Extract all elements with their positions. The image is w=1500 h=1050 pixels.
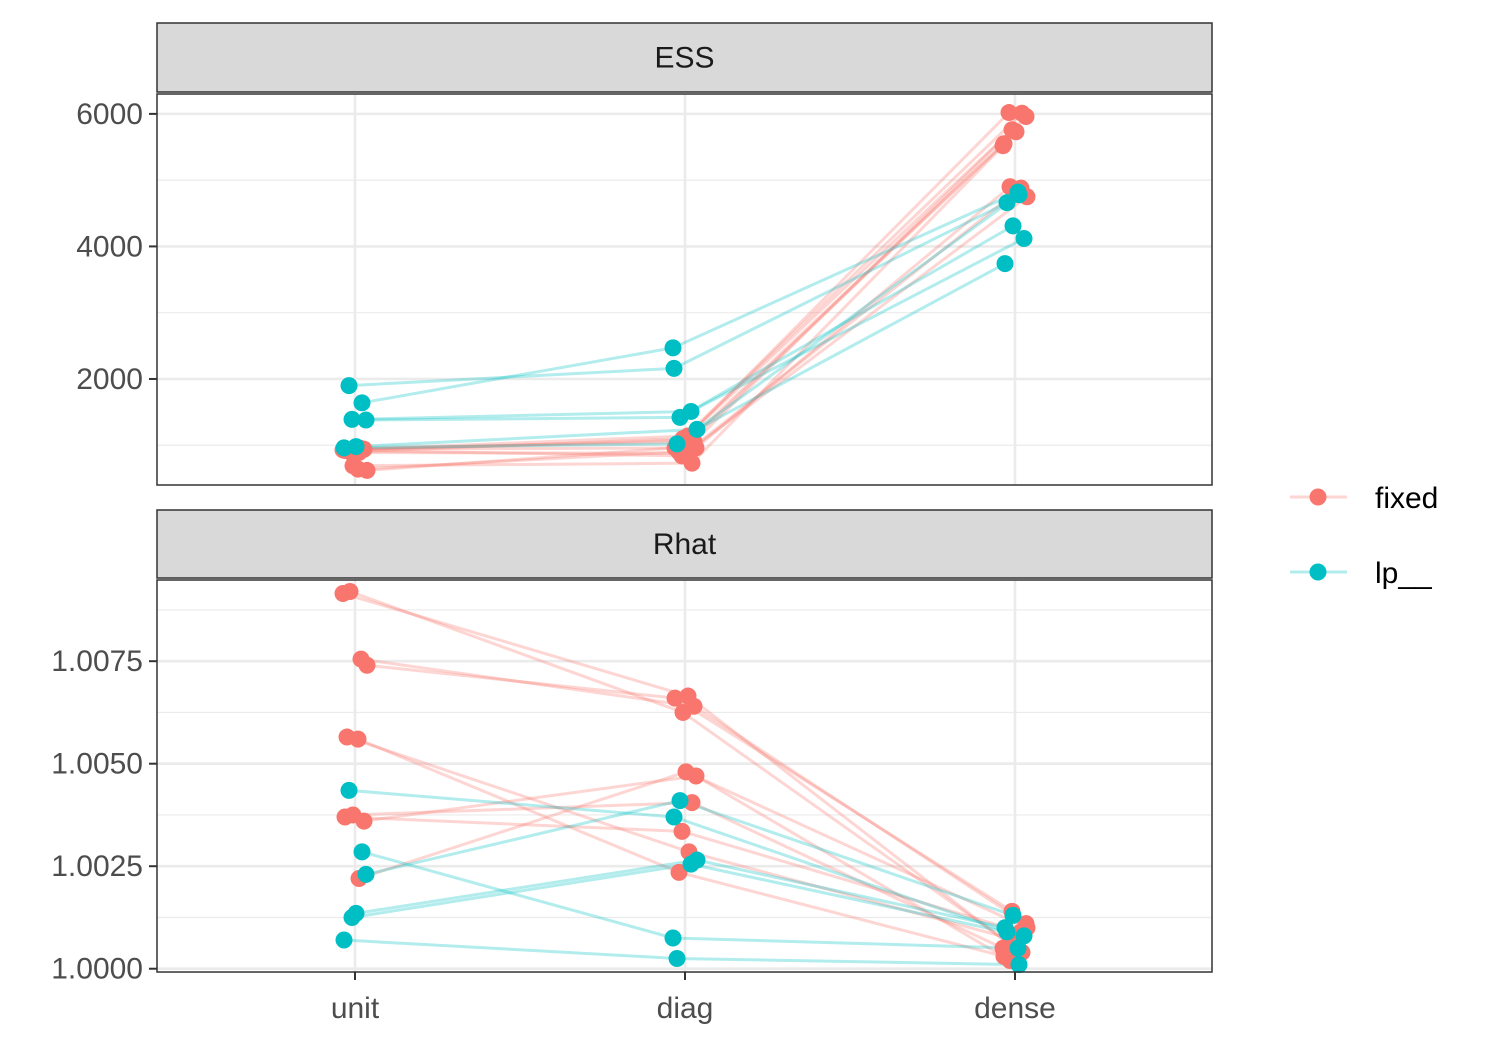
data-point-fixed [1017, 108, 1035, 126]
data-point-lp__ [664, 929, 682, 947]
data-point-lp__ [665, 808, 683, 826]
data-point-lp__ [343, 410, 361, 428]
legend-label-lp__: lp__ [1375, 557, 1433, 590]
data-point-lp__ [688, 420, 706, 438]
data-point-lp__ [357, 865, 375, 883]
data-point-lp__ [335, 931, 353, 949]
legend-label-fixed: fixed [1375, 482, 1438, 515]
legend-key-point [1309, 488, 1327, 506]
x-tick-label: dense [974, 992, 1056, 1025]
data-point-fixed [994, 137, 1012, 155]
data-point-fixed [358, 656, 376, 674]
y-tick-label: 4000 [76, 230, 143, 263]
data-point-fixed [355, 812, 373, 830]
facet-strip-label: Rhat [653, 528, 717, 561]
data-point-lp__ [1004, 217, 1022, 235]
data-point-lp__ [671, 792, 689, 810]
data-point-lp__ [335, 439, 353, 457]
data-point-lp__ [996, 255, 1014, 273]
data-point-fixed [341, 582, 359, 600]
facet-strip [156, 509, 1213, 579]
y-tick-label: 2000 [76, 363, 143, 396]
y-tick-label: 1.0050 [51, 748, 143, 781]
data-point-fixed [666, 689, 684, 707]
data-point-lp__ [688, 851, 706, 869]
data-point-fixed [670, 863, 688, 881]
x-tick-label: unit [331, 992, 380, 1025]
facet-strip-label: ESS [654, 42, 714, 75]
data-point-fixed [1000, 104, 1018, 122]
data-point-lp__ [353, 843, 371, 861]
y-tick-label: 1.0075 [51, 645, 143, 678]
data-point-fixed [677, 763, 695, 781]
data-point-fixed [685, 697, 703, 715]
legend-key-point [1309, 563, 1327, 581]
data-point-lp__ [1010, 186, 1028, 204]
y-tick-label: 1.0025 [51, 850, 143, 883]
data-point-lp__ [682, 402, 700, 420]
data-point-lp__ [1010, 956, 1028, 974]
data-point-lp__ [340, 377, 358, 395]
data-point-lp__ [353, 394, 371, 412]
data-point-fixed [336, 808, 354, 826]
data-point-lp__ [668, 435, 686, 453]
data-point-fixed [349, 730, 367, 748]
panel-border [156, 93, 1213, 486]
data-point-fixed [673, 822, 691, 840]
data-point-lp__ [996, 919, 1014, 937]
data-point-lp__ [665, 359, 683, 377]
y-tick-label: 1.0000 [51, 953, 143, 986]
data-point-lp__ [998, 194, 1016, 212]
facet-ess: ESS 2000 4000 6000 [76, 22, 1213, 486]
data-point-lp__ [1015, 927, 1033, 945]
data-point-lp__ [664, 339, 682, 357]
data-point-lp__ [347, 904, 365, 922]
data-point-lp__ [357, 411, 375, 429]
data-point-lp__ [668, 949, 686, 967]
data-point-fixed [1007, 123, 1025, 141]
data-point-lp__ [1004, 906, 1022, 924]
legend: fixed lp__ [1290, 482, 1438, 590]
facet-rhat: Rhat 1.0000 1.0025 1.0050 1.0075 unit diag dens… [51, 509, 1213, 1025]
y-tick-label: 6000 [76, 98, 143, 131]
x-tick-label: diag [657, 992, 714, 1025]
facet-strip [156, 22, 1213, 93]
data-point-fixed [994, 939, 1012, 957]
data-point-lp__ [1015, 229, 1033, 247]
data-point-fixed [344, 457, 362, 475]
data-point-lp__ [340, 781, 358, 799]
